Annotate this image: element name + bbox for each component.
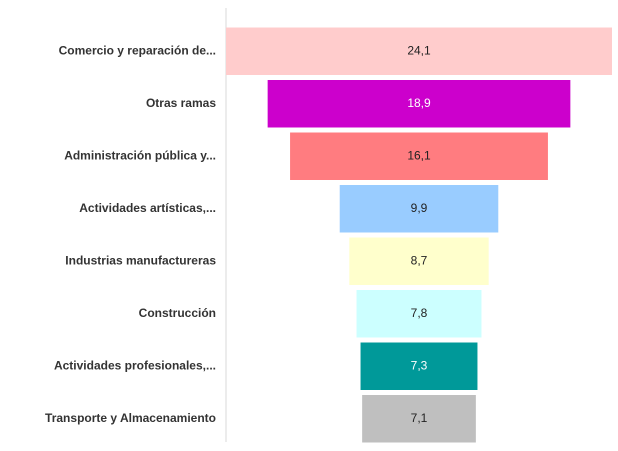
data-label: 7,1 (411, 411, 428, 425)
funnel-bar (267, 80, 571, 128)
funnel-bar (290, 132, 548, 180)
category-label: Actividades profesionales,... (54, 358, 216, 372)
funnel-bar (339, 185, 499, 233)
data-label: 7,8 (411, 306, 428, 320)
category-label: Otras ramas (146, 96, 216, 110)
funnel-bar (349, 237, 489, 285)
category-label: Construcción (139, 306, 216, 320)
category-label: Industrias manufactureras (65, 253, 216, 267)
category-label: Comercio y reparación de... (59, 43, 216, 57)
data-label: 18,9 (407, 96, 431, 110)
funnel-bar (362, 395, 476, 443)
category-label: Transporte y Almacenamiento (45, 411, 216, 425)
data-label: 7,3 (411, 358, 428, 372)
data-label: 8,7 (411, 253, 428, 267)
funnel-bar (226, 27, 612, 75)
category-label: Administración pública y... (64, 148, 216, 162)
funnel-bar (360, 342, 478, 390)
data-label: 16,1 (407, 148, 431, 162)
funnel-bar (356, 290, 482, 338)
data-label: 9,9 (411, 201, 428, 215)
data-label: 24,1 (407, 43, 431, 57)
category-label: Actividades artísticas,... (79, 201, 216, 215)
